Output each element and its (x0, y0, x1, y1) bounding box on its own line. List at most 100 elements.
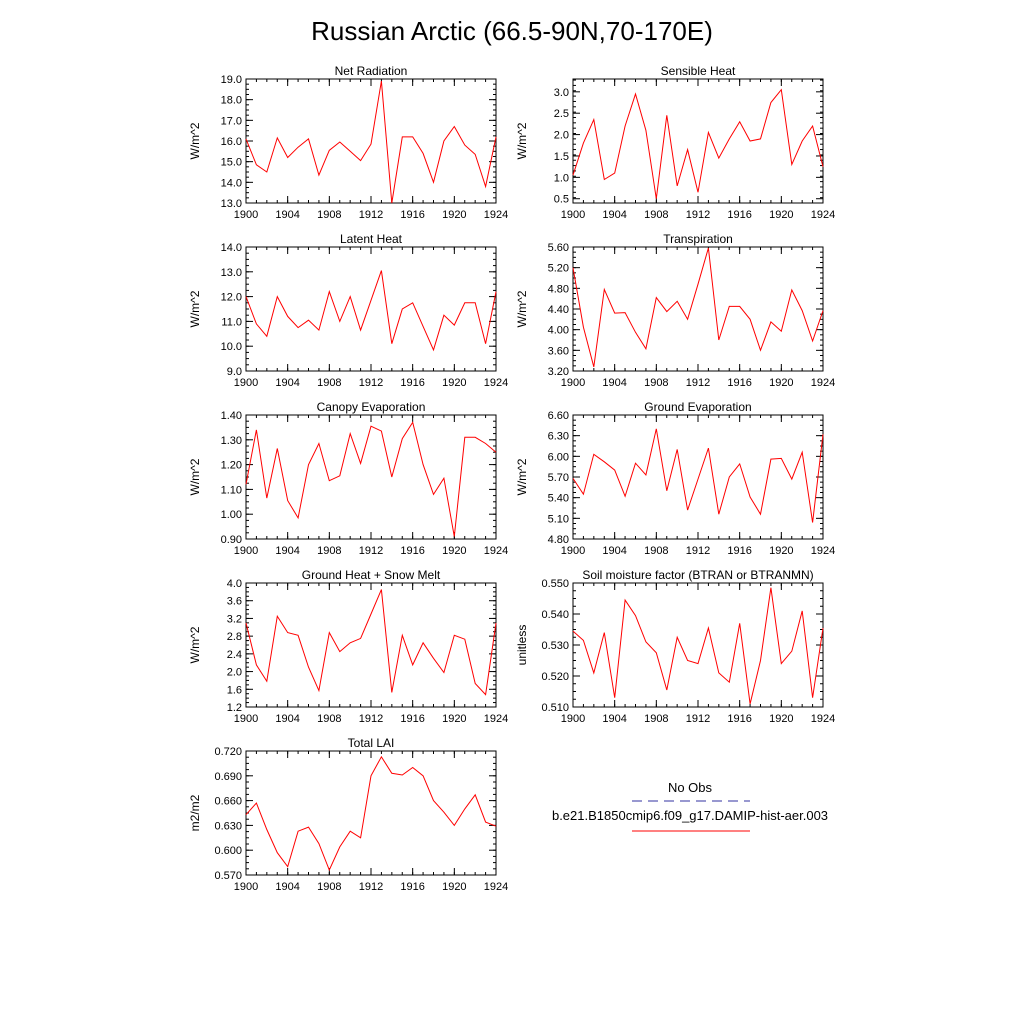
y-tick-label: 3.20 (548, 366, 569, 378)
figure-title: Russian Arctic (66.5-90N,70-170E) (311, 16, 713, 46)
series-line (245, 421, 497, 537)
x-tick-label: 1904 (275, 545, 299, 557)
x-tick-label: 1924 (811, 209, 835, 221)
y-tick-label: 2.4 (227, 649, 242, 661)
y-tick-label: 2.5 (554, 108, 569, 120)
y-tick-label: 14.0 (221, 177, 242, 189)
x-tick-label: 1908 (644, 209, 668, 221)
x-tick-label: 1900 (561, 377, 585, 389)
y-tick-label: 5.20 (548, 263, 569, 275)
y-tick-label: 4.40 (548, 304, 569, 316)
y-tick-label: 0.600 (214, 845, 242, 857)
panel-title: Ground Evaporation (644, 400, 751, 414)
x-tick-label: 1920 (769, 209, 793, 221)
y-tick-label: 3.0 (554, 87, 569, 99)
y-axis-label: m2/m2 (188, 794, 202, 831)
x-tick-label: 1908 (317, 881, 341, 893)
x-tick-label: 1916 (727, 377, 751, 389)
y-axis-label: W/m^2 (188, 458, 202, 495)
series-line (572, 587, 824, 705)
x-tick-label: 1920 (769, 377, 793, 389)
series-line (572, 247, 824, 368)
y-tick-label: 5.10 (548, 513, 569, 525)
series-line (245, 270, 497, 352)
x-tick-label: 1924 (484, 881, 508, 893)
x-tick-label: 1912 (359, 545, 383, 557)
x-tick-label: 1900 (561, 545, 585, 557)
y-tick-label: 0.570 (214, 870, 242, 882)
y-tick-label: 1.2 (227, 702, 242, 714)
y-tick-label: 0.630 (214, 820, 242, 832)
x-tick-label: 1912 (359, 377, 383, 389)
series-line (245, 755, 497, 872)
series-line (572, 88, 824, 199)
x-tick-label: 1908 (317, 545, 341, 557)
x-tick-label: 1924 (484, 377, 508, 389)
y-tick-label: 0.530 (541, 640, 569, 652)
panel-title: Ground Heat + Snow Melt (302, 568, 441, 582)
plot-frame (572, 582, 824, 708)
y-tick-label: 1.6 (227, 684, 242, 696)
x-tick-label: 1920 (442, 377, 466, 389)
y-tick-label: 0.660 (214, 796, 242, 808)
y-tick-label: 15.0 (221, 157, 242, 169)
x-tick-label: 1900 (234, 209, 258, 221)
y-tick-label: 1.0 (554, 172, 569, 184)
panel-title: Transpiration (663, 232, 733, 246)
x-tick-label: 1924 (484, 713, 508, 725)
y-tick-label: 5.60 (548, 242, 569, 254)
y-tick-label: 6.30 (548, 431, 569, 443)
y-tick-label: 2.8 (227, 631, 242, 643)
panel-title: Net Radiation (335, 64, 408, 78)
series-line (245, 81, 497, 204)
y-axis-label: W/m^2 (188, 122, 202, 159)
x-tick-label: 1916 (400, 377, 424, 389)
panel-title: Sensible Heat (661, 64, 736, 78)
x-tick-label: 1912 (686, 209, 710, 221)
x-tick-label: 1904 (602, 209, 626, 221)
y-tick-label: 1.00 (221, 509, 242, 521)
x-tick-label: 1924 (811, 545, 835, 557)
y-tick-label: 1.20 (221, 460, 242, 472)
y-tick-label: 5.70 (548, 472, 569, 484)
panel-2: Sensible Heat W/m^2 1900 1904 1908 1912 1916 19… (515, 64, 835, 221)
x-tick-label: 1904 (602, 545, 626, 557)
panel-title: Latent Heat (340, 232, 403, 246)
x-tick-label: 1908 (644, 545, 668, 557)
y-tick-label: 17.0 (221, 115, 242, 127)
x-tick-label: 1916 (727, 713, 751, 725)
legend-model-label: b.e21.B1850cmip6.f09_g17.DAMIP-hist-aer.… (552, 808, 828, 823)
panel-4: Transpiration W/m^2 1900 1904 1908 1912 1916 19… (515, 232, 835, 389)
x-tick-label: 1916 (727, 545, 751, 557)
x-tick-label: 1900 (234, 713, 258, 725)
plot-frame (245, 414, 497, 540)
x-tick-label: 1904 (275, 377, 299, 389)
x-tick-label: 1924 (811, 377, 835, 389)
panel-title: Canopy Evaporation (317, 400, 426, 414)
x-tick-label: 1920 (769, 713, 793, 725)
x-tick-label: 1912 (686, 545, 710, 557)
y-tick-label: 12.0 (221, 292, 242, 304)
x-tick-label: 1912 (686, 713, 710, 725)
panel-title: Soil moisture factor (BTRAN or BTRANMN) (582, 568, 813, 582)
panel-8: Soil moisture factor (BTRAN or BTRANMN) u… (515, 568, 835, 725)
panel-3: Latent Heat W/m^2 1900 1904 1908 1912 1916 1920… (188, 232, 508, 389)
panel-9: Total LAI m2/m2 1900 1904 1908 1912 1916 1920 19… (188, 736, 508, 893)
plot-frame (245, 582, 497, 708)
x-tick-label: 1916 (400, 209, 424, 221)
plot-frame (572, 78, 824, 204)
y-axis-label: W/m^2 (515, 290, 529, 327)
x-tick-label: 1916 (400, 713, 424, 725)
y-tick-label: 1.30 (221, 435, 242, 447)
legend-obs-label: No Obs (668, 780, 713, 795)
y-tick-label: 18.0 (221, 95, 242, 107)
y-tick-label: 0.520 (541, 671, 569, 683)
y-tick-label: 0.90 (221, 534, 242, 546)
y-tick-label: 1.10 (221, 484, 242, 496)
y-tick-label: 6.00 (548, 451, 569, 463)
x-tick-label: 1912 (359, 713, 383, 725)
y-tick-label: 3.60 (548, 345, 569, 357)
x-tick-label: 1900 (234, 377, 258, 389)
x-tick-label: 1912 (359, 881, 383, 893)
